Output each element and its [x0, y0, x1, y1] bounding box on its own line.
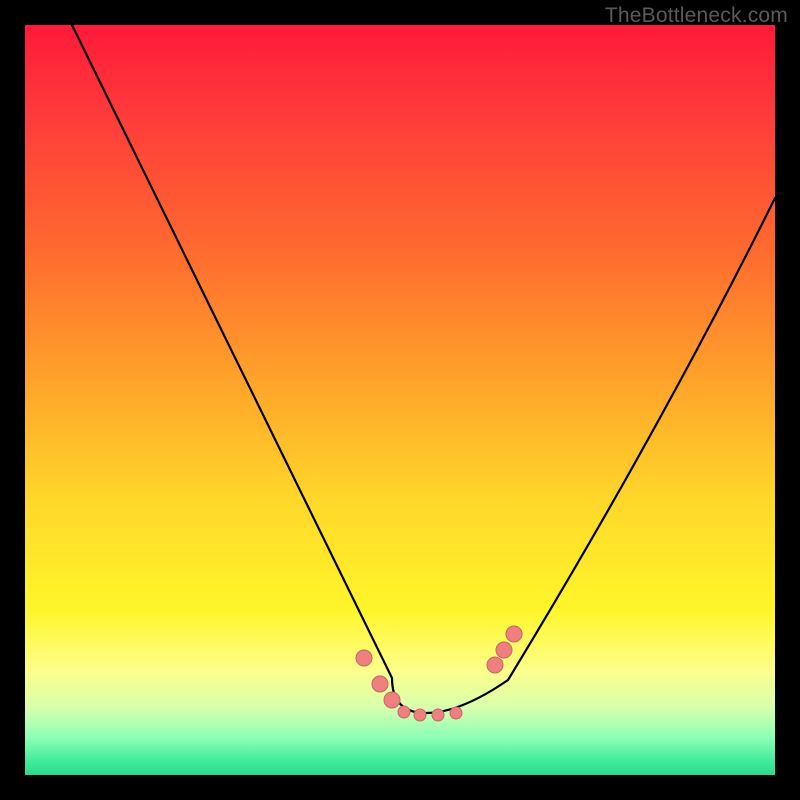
gradient-background — [25, 25, 775, 775]
curve-marker — [432, 709, 444, 721]
curve-marker — [487, 657, 503, 673]
curve-marker — [384, 692, 400, 708]
curve-marker — [372, 676, 388, 692]
curve-marker — [414, 709, 426, 721]
curve-marker — [496, 642, 512, 658]
curve-marker — [450, 707, 462, 719]
watermark-text: TheBottleneck.com — [605, 4, 788, 28]
chart-frame: TheBottleneck.com — [0, 0, 800, 800]
bottleneck-chart — [0, 0, 800, 800]
curve-marker — [398, 706, 410, 718]
curve-marker — [356, 650, 372, 666]
curve-marker — [506, 626, 522, 642]
